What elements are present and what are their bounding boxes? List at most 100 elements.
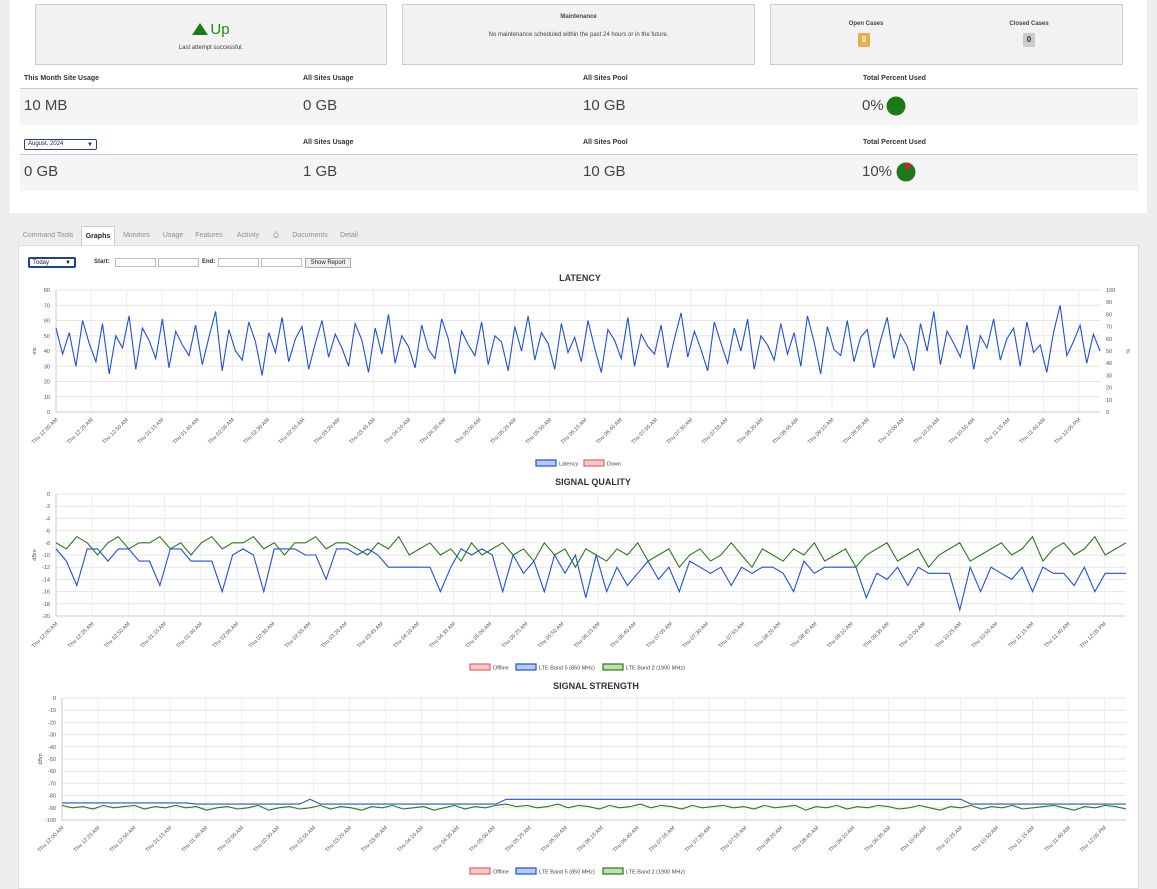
y-tick-label: -70 [48, 781, 56, 787]
x-tick-label: Thu 08:45 AM [790, 621, 819, 650]
x-tick-label: Thu 04:35 AM [429, 621, 458, 650]
y-axis-label: dBm [32, 549, 38, 561]
range-select[interactable]: Today ▼ [28, 257, 76, 268]
start-time-input[interactable] [158, 258, 199, 267]
legend-label: Down [607, 462, 621, 468]
tab-graphs[interactable]: Graphs [81, 226, 115, 246]
x-tick-label: Thu 01:15 AM [139, 621, 168, 650]
chart-title: SIGNAL QUALITY [555, 477, 631, 487]
x-tick-label: Thu 04:35 AM [432, 825, 461, 854]
end-time-input[interactable] [261, 258, 302, 267]
y-tick-label: -6 [45, 529, 50, 535]
x-tick-label: Thu 11:40 AM [1019, 417, 1047, 445]
x-tick-label: Thu 03:45 AM [356, 621, 385, 650]
x-tick-label: Thu 05:25 AM [501, 621, 530, 650]
x-tick-label: Thu 11:15 AM [1008, 825, 1036, 853]
chevron-down-icon: ▼ [65, 260, 71, 266]
maintenance-title: Maintenance [560, 14, 597, 20]
y-tick-label: -18 [42, 602, 50, 608]
x-tick-label: Thu 01:40 AM [176, 621, 205, 650]
x-tick-label: Thu 12:50 AM [109, 825, 138, 854]
x-tick-label: Thu 12:05 PM [1054, 417, 1083, 446]
y2-axis-label: % [1124, 349, 1130, 354]
x-tick-label: Thu 04:10 AM [392, 621, 421, 650]
y2-tick-label: 100 [1106, 288, 1115, 294]
x-tick-label: Thu 02:05 AM [217, 825, 246, 854]
tab-command-tools[interactable]: Command Tools [22, 232, 74, 239]
x-tick-label: Thu 03:20 AM [320, 621, 349, 650]
x-tick-label: Thu 04:35 AM [419, 417, 448, 446]
x-tick-label: Thu 12:00 AM [31, 621, 60, 650]
x-tick-label: Thu 12:00 AM [31, 417, 60, 446]
x-tick-label: Thu 07:55 AM [718, 621, 747, 650]
x-tick-label: Thu 06:40 AM [595, 417, 624, 446]
x-tick-label: Thu 10:25 AM [936, 825, 965, 854]
end-date-input[interactable] [218, 258, 259, 267]
x-tick-label: Thu 04:10 AM [384, 417, 413, 446]
legend-label: LTE Band 5 (850 MHz) [539, 870, 595, 876]
x-tick-label: Thu 08:45 AM [792, 825, 821, 854]
tab-features[interactable]: Features [195, 232, 223, 239]
start-date-input[interactable] [115, 258, 156, 267]
x-tick-label: Thu 11:15 AM [1007, 621, 1035, 649]
legend-label: LTE Band 2 (1900 MHz) [626, 870, 685, 876]
tab-activity[interactable]: Activity [236, 232, 260, 239]
show-report-button[interactable]: Show Report [305, 258, 351, 268]
tab-detail[interactable]: Detail [340, 232, 358, 239]
period-all-sites-usage-value: 1 GB [303, 163, 338, 180]
x-tick-label: Thu 07:30 AM [682, 621, 711, 650]
x-tick-label: Thu 07:55 AM [701, 417, 730, 446]
tab-usage[interactable]: Usage [162, 232, 184, 239]
x-tick-label: Thu 02:55 AM [278, 417, 307, 446]
status-message: Last attempt successful. [178, 45, 244, 51]
y2-tick-label: 20 [1106, 386, 1112, 392]
y-tick-label: -8 [45, 541, 50, 547]
series-line-1 [62, 798, 1126, 805]
y-tick-label: -50 [48, 757, 56, 763]
y-tick-label: -10 [48, 708, 56, 714]
month-select[interactable]: August, 2024 ▼ [24, 139, 97, 150]
y-tick-label: -2 [45, 504, 50, 510]
series-line-2 [61, 803, 1127, 811]
y-tick-label: 50 [44, 334, 50, 340]
period-site-usage-value: 0 GB [24, 163, 59, 180]
open-cases-badge[interactable]: 0 [858, 33, 870, 47]
period-all-sites-pool-value: 10 GB [583, 163, 626, 180]
x-tick-label: Thu 08:20 AM [756, 825, 785, 854]
y-tick-label: -60 [48, 769, 56, 775]
status-card: Up Last attempt successful. [35, 4, 387, 65]
x-tick-label: Thu 10:50 AM [972, 825, 1001, 854]
y-tick-label: 20 [44, 380, 50, 386]
chart-0: LATENCY 0 10 20 30 40 50 60 70 80 0 10 20 30 40 50 60 70 8… [31, 273, 1130, 468]
x-tick-label: Thu 02:55 AM [289, 825, 318, 854]
x-tick-label: Thu 06:15 AM [573, 621, 602, 650]
y2-tick-label: 10 [1106, 398, 1112, 404]
range-select-value: Today [33, 260, 50, 266]
x-tick-label: Thu 12:50 AM [101, 417, 130, 446]
legend-label: Offline [493, 870, 509, 876]
month-site-usage-value: 10 MB [24, 97, 68, 114]
x-tick-label: Thu 02:30 AM [243, 417, 272, 446]
tab-print[interactable]: ⎙ [270, 226, 282, 246]
period-percent-pie-chart [896, 162, 916, 182]
x-tick-label: Thu 07:05 AM [631, 417, 660, 446]
y-tick-label: 10 [44, 395, 50, 401]
y2-tick-label: 60 [1106, 337, 1112, 343]
usage-period-header-2: Total Percent Used [863, 139, 926, 146]
usage-month-header-0: This Month Site Usage [24, 75, 100, 82]
usage-period-row: 0 GB 1 GB 10 GB 10% [20, 154, 1138, 191]
y-tick-label: -30 [48, 733, 56, 739]
x-tick-label: Thu 05:25 AM [504, 825, 533, 854]
legend-swatch [602, 867, 624, 875]
tab-monitors[interactable]: Monitors [123, 232, 150, 239]
x-tick-label: Thu 10:50 AM [971, 621, 1000, 650]
tab-documents[interactable]: Documents [292, 232, 328, 239]
percent-pie-chart [886, 96, 906, 116]
x-tick-label: Thu 01:15 AM [145, 825, 174, 854]
pie-slice-used [906, 162, 912, 172]
legend-label: LTE Band 2 (1900 MHz) [626, 666, 685, 672]
closed-cases-badge[interactable]: 0 [1023, 33, 1035, 47]
x-tick-label: Thu 07:30 AM [684, 825, 713, 854]
x-tick-label: Thu 05:25 AM [489, 417, 518, 446]
